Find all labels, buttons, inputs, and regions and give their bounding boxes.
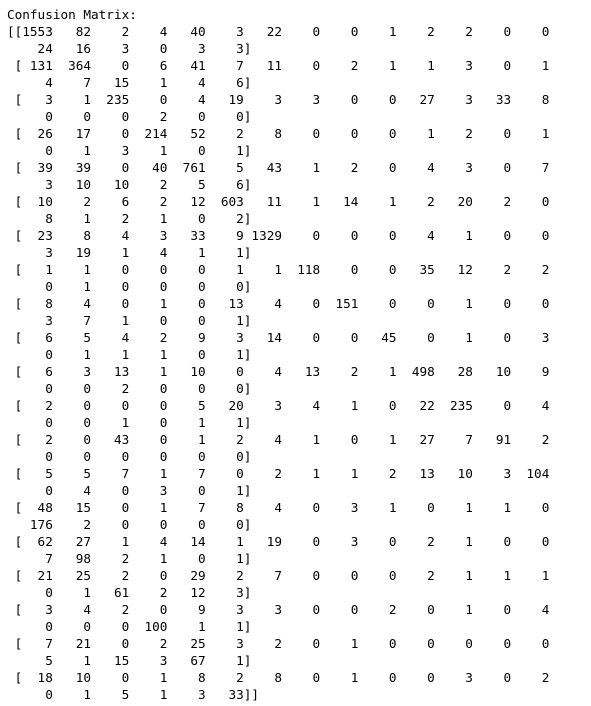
matrix-line: [ 39 39 0 40 761 5 43 1 2 0 4 3 0 7 bbox=[7, 160, 550, 175]
matrix-line: 5 1 15 3 67 1] bbox=[7, 653, 252, 668]
matrix-line: [ 48 15 0 1 7 8 4 0 3 1 0 1 1 0 bbox=[7, 500, 550, 515]
matrix-line: 0 4 0 3 0 1] bbox=[7, 483, 252, 498]
matrix-line: 0 1 0 0 0 0] bbox=[7, 279, 252, 294]
matrix-line: [ 2 0 0 0 5 20 3 4 1 0 22 235 0 4 bbox=[7, 398, 550, 413]
matrix-line: 0 0 2 0 0 0] bbox=[7, 381, 252, 396]
matrix-line: [ 10 2 6 2 12 603 11 1 14 1 2 20 2 0 bbox=[7, 194, 550, 209]
matrix-line: [[1553 82 2 4 40 3 22 0 0 1 2 2 0 0 bbox=[7, 24, 550, 39]
matrix-line: [ 1 1 0 0 0 1 1 118 0 0 35 12 2 2 bbox=[7, 262, 550, 277]
matrix-line: [ 5 5 7 1 7 0 2 1 1 2 13 10 3 104 bbox=[7, 466, 550, 481]
matrix-line: 0 0 0 2 0 0] bbox=[7, 109, 252, 124]
matrix-line: [ 8 4 0 1 0 13 4 0 151 0 0 1 0 0 bbox=[7, 296, 550, 311]
matrix-line: [ 62 27 1 4 14 1 19 0 3 0 2 1 0 0 bbox=[7, 534, 550, 549]
matrix-line: 0 0 0 100 1 1] bbox=[7, 619, 252, 634]
matrix-line: [ 6 3 13 1 10 0 4 13 2 1 498 28 10 9 bbox=[7, 364, 550, 379]
matrix-line: [ 7 21 0 2 25 3 2 0 1 0 0 0 0 0 bbox=[7, 636, 550, 651]
matrix-line: 0 0 1 0 1 1] bbox=[7, 415, 252, 430]
matrix-line: 0 1 1 1 0 1] bbox=[7, 347, 252, 362]
matrix-line: 0 1 3 1 0 1] bbox=[7, 143, 252, 158]
matrix-line: [ 2 0 43 0 1 2 4 1 0 1 27 7 91 2 bbox=[7, 432, 550, 447]
matrix-line: 176 2 0 0 0 0] bbox=[7, 517, 252, 532]
matrix-line: [ 21 25 2 0 29 2 7 0 0 0 2 1 1 1 bbox=[7, 568, 550, 583]
matrix-line: 7 98 2 1 0 1] bbox=[7, 551, 252, 566]
matrix-line: [ 6 5 4 2 9 3 14 0 0 45 0 1 0 3 bbox=[7, 330, 550, 345]
matrix-line: 4 7 15 1 4 6] bbox=[7, 75, 252, 90]
matrix-line: 3 19 1 4 1 1] bbox=[7, 245, 252, 260]
matrix-line: 8 1 2 1 0 2] bbox=[7, 211, 252, 226]
matrix-line: 3 10 10 2 5 6] bbox=[7, 177, 252, 192]
matrix-line: [ 3 1 235 0 4 19 3 3 0 0 27 3 33 8 bbox=[7, 92, 550, 107]
matrix-line: [ 26 17 0 214 52 2 8 0 0 0 1 2 0 1 bbox=[7, 126, 550, 141]
matrix-line: [ 23 8 4 3 33 9 1329 0 0 0 4 1 0 0 bbox=[7, 228, 550, 243]
matrix-line: 24 16 3 0 3 3] bbox=[7, 41, 252, 56]
matrix-line: 0 0 0 0 0 0] bbox=[7, 449, 252, 464]
matrix-line: 0 1 5 1 3 33]] bbox=[7, 687, 260, 702]
matrix-line: [ 131 364 0 6 41 7 11 0 2 1 1 3 0 1 bbox=[7, 58, 550, 73]
matrix-line: 0 1 61 2 12 3] bbox=[7, 585, 252, 600]
matrix-line: 3 7 1 0 0 1] bbox=[7, 313, 252, 328]
output-title: Confusion Matrix: bbox=[7, 7, 137, 22]
matrix-line: [ 3 4 2 0 9 3 3 0 0 2 0 1 0 4 bbox=[7, 602, 550, 617]
matrix-line: [ 18 10 0 1 8 2 8 0 1 0 0 3 0 2 bbox=[7, 670, 550, 685]
